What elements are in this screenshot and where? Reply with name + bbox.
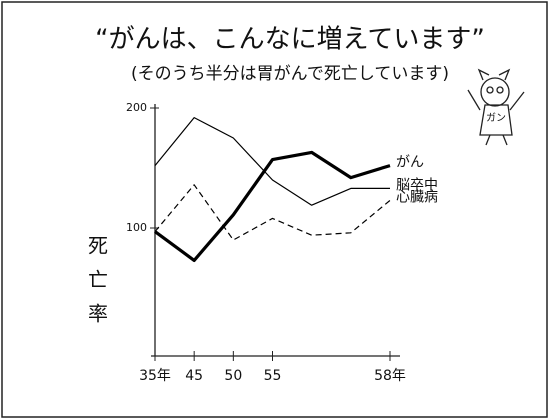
cartoon	[467, 68, 525, 146]
chart-subtitle: (そのうち半分は胃がんで死亡しています)	[131, 64, 449, 84]
series-line	[154, 150, 391, 262]
legend-label: 脳卒中	[396, 177, 438, 193]
series-line	[154, 184, 391, 241]
x-tick-label: 45	[185, 368, 203, 384]
x-tick-label: 58年	[374, 368, 406, 384]
x-tick-label: 50	[224, 368, 242, 384]
y-tick-label: 200	[126, 101, 147, 114]
x-tick-label: 55	[264, 368, 282, 384]
y-tick-label: 100	[126, 221, 147, 234]
series-line	[154, 116, 390, 206]
legend-label: 心臓病	[396, 189, 438, 205]
legend-label: がん	[396, 155, 424, 171]
y-axis-label: 死亡率	[85, 235, 109, 337]
annotation: ガン	[486, 112, 506, 124]
chart-title: “がんは、こんなに増えています”	[95, 25, 485, 55]
x-tick-label: 35年	[139, 368, 171, 384]
